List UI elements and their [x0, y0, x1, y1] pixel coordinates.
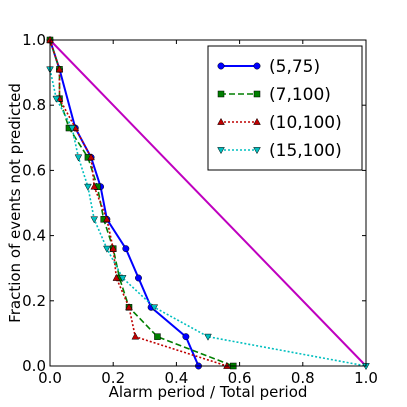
series-3-point [109, 244, 118, 252]
series-line-3 [49, 39, 228, 367]
series-4-point [150, 304, 159, 312]
series-4-point [118, 275, 127, 283]
legend-label-1: (5,75) [269, 57, 320, 77]
x-tick-label: 0.4 [164, 369, 188, 387]
legend-marker-3 [253, 117, 261, 125]
series-1-point [122, 245, 130, 253]
legend-marker-4 [217, 147, 225, 155]
legend-marker-3 [217, 117, 225, 125]
series-3-point [131, 332, 140, 340]
series-4-point [68, 125, 76, 133]
y-tick-label: 0.6 [22, 161, 46, 179]
series-4-point [84, 183, 92, 191]
series-3-point [103, 215, 111, 223]
series-3-point [90, 182, 99, 190]
legend-marker-1 [217, 62, 225, 70]
series-line-1 [49, 39, 200, 367]
series-1-point [182, 333, 190, 341]
series-4-point [103, 245, 111, 253]
axes: 0.0 0.2 0.4 0.6 0.8 1.0 0.0 0.2 0.4 0.6 0.8 1.0 [22, 31, 378, 387]
y-tick-label: 1.0 [22, 31, 46, 49]
legend-marker-2 [217, 90, 225, 98]
series-4-point [204, 333, 212, 341]
x-tick-label: 0.6 [228, 369, 252, 387]
series-4-point [74, 154, 83, 162]
x-tick-label: 0.0 [38, 369, 62, 387]
legend: (5,75) (7,100) (10,100) (15,100) [207, 45, 363, 171]
series-1-point [135, 274, 142, 282]
series-3-point [55, 65, 64, 73]
series-line-2 [49, 39, 234, 367]
x-axis-label: Alarm period / Total period [109, 383, 308, 401]
y-axis-label: Fraction of events not predicted [6, 83, 24, 323]
x-tick-label: 1.0 [354, 369, 378, 387]
legend-marker-1 [253, 62, 261, 70]
y-tick-label: 0.4 [22, 227, 46, 245]
x-tick-label: 0.8 [291, 369, 315, 387]
series-3-point [112, 273, 121, 281]
legend-label-2: (7,100) [269, 85, 331, 105]
series-3-point [87, 153, 95, 161]
legend-marker-4 [253, 147, 261, 155]
series-2-point [154, 333, 161, 340]
series-3-point [125, 303, 133, 311]
reference-diagonal-line [49, 39, 367, 367]
y-tick-label: 0.8 [22, 96, 46, 114]
axes-frame [49, 39, 367, 367]
x-tick-label: 0.2 [101, 369, 125, 387]
plot-area [46, 35, 370, 371]
legend-label-4: (15,100) [269, 141, 342, 161]
series-4-point [90, 216, 99, 224]
legend-marker-2 [253, 90, 261, 98]
series-4-point [52, 95, 61, 103]
y-tick-label: 0.0 [22, 357, 46, 375]
legend-label-3: (10,100) [269, 113, 342, 133]
y-tick-label: 0.2 [22, 292, 46, 310]
